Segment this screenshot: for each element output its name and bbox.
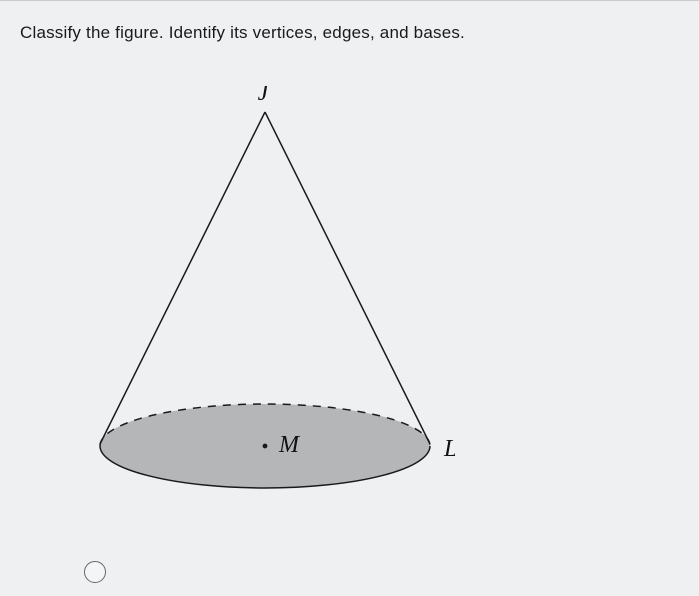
page-container: Classify the figure. Identify its vertic…: [0, 0, 699, 596]
answer-radio[interactable]: [84, 561, 106, 583]
cone-figure: J K L M: [75, 86, 455, 506]
label-k: K: [75, 436, 76, 462]
label-m: M: [278, 432, 301, 458]
label-l: L: [443, 436, 455, 462]
cone-left-edge: [100, 112, 265, 444]
cone-right-edge: [265, 112, 430, 444]
question-text: Classify the figure. Identify its vertic…: [20, 23, 465, 43]
center-point-m: [263, 444, 268, 449]
label-j: J: [258, 86, 270, 106]
